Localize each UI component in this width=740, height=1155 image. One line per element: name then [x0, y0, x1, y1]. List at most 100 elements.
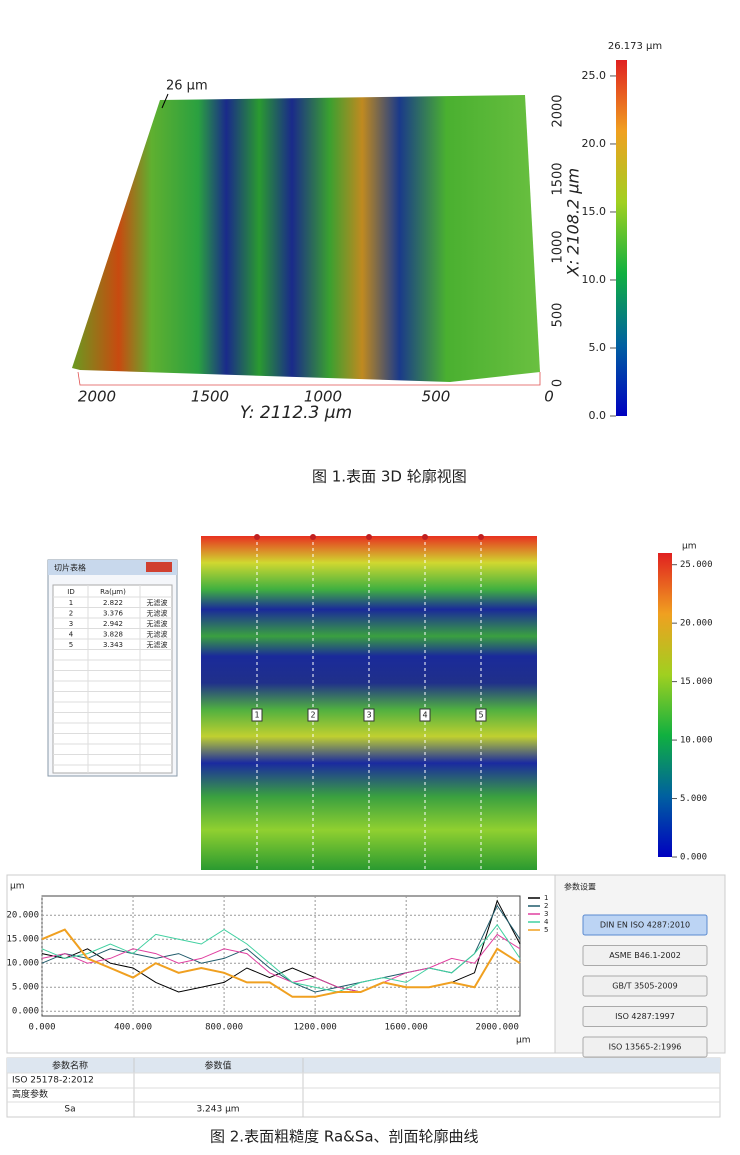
colorbar [658, 553, 672, 857]
profile-tag [251, 708, 263, 722]
button[interactable] [582, 975, 708, 997]
table-cell: Sa [64, 1105, 75, 1115]
series-line [41, 923, 521, 993]
y-tick-label: 500 [422, 388, 451, 406]
colorbar [616, 60, 627, 416]
x-tick-label: 1000 [551, 230, 566, 263]
tick-label: 25.0 [582, 69, 607, 82]
tick-label: 25.000 [680, 560, 713, 570]
table-cell: 2.942 [103, 620, 123, 628]
surface-label: 26 µm [166, 79, 208, 94]
x-tick-label: 1200.000 [293, 1023, 336, 1033]
x-tick-label: 0 [551, 379, 566, 387]
profile-tag [363, 708, 375, 722]
x-tick-label: 400.000 [114, 1023, 152, 1033]
legend-label: 4 [544, 918, 549, 926]
column-header: 参数值 [204, 1060, 231, 1072]
slice-table [52, 584, 173, 774]
profile-end [422, 534, 428, 540]
legend-label: 2 [544, 902, 548, 910]
x-tick-label: 0.000 [28, 1023, 55, 1033]
table-cell: 3 [69, 620, 73, 628]
button-label[interactable]: DIN EN ISO 4287:2010 [600, 921, 690, 930]
y-tick-label: 0 [544, 388, 554, 406]
table-cell: 无滤波 [147, 619, 168, 628]
series-line [41, 933, 521, 993]
profile-end [254, 534, 260, 540]
button-label[interactable]: ISO 13565-2:1996 [609, 1043, 682, 1052]
panel-title: 参数设置 [564, 882, 596, 892]
series-line [41, 928, 521, 998]
colorbar-title: 26.173 µm [608, 41, 662, 52]
profile-end [310, 534, 316, 540]
y-tick-label: 0.000 [12, 1007, 39, 1017]
column-header: 参数名称 [52, 1060, 88, 1072]
x-tick-label: 2000 [551, 94, 566, 127]
table-cell: 高度参数 [12, 1088, 48, 1100]
column-header: ID [67, 588, 74, 596]
table-cell: 3.343 [103, 641, 123, 649]
y-unit: µm [10, 882, 25, 892]
axis-title: X: 2108.2 µm [564, 168, 583, 277]
y-tick-label: 2000 [78, 388, 116, 406]
x-tick-label: 1500 [551, 162, 566, 195]
y-tick-label: 1500 [191, 388, 229, 406]
profile-tag [475, 708, 487, 722]
caption: 图 2.表面粗糙度 Ra&Sa、剖面轮廓曲线 [210, 1128, 479, 1146]
table-cell: 无滤波 [147, 598, 168, 607]
table-cell: 2.822 [103, 599, 123, 607]
axis-title: Y: 2112.3 µm [240, 403, 352, 423]
table-cell: 4 [69, 631, 74, 639]
table-cell: 无滤波 [147, 630, 168, 639]
profile-label: 2 [310, 711, 315, 720]
tick-label: 0.000 [680, 853, 707, 863]
tick-label: 10.0 [582, 273, 607, 286]
button[interactable] [582, 914, 708, 936]
tick-label: 20.000 [680, 619, 713, 629]
surface-3d [72, 95, 540, 382]
y-tick-label: 20.000 [6, 911, 39, 921]
table-cell: 无滤波 [147, 640, 168, 649]
close-button[interactable] [146, 562, 172, 572]
table-cell: ISO 25178-2:2012 [12, 1076, 94, 1086]
x-unit: µm [516, 1036, 531, 1046]
table-cell: 2 [69, 610, 73, 618]
tick-label: 0.0 [589, 409, 607, 422]
tick-label: 20.0 [582, 137, 607, 150]
table-cell: 无滤波 [147, 609, 168, 618]
table-cell: 3.828 [103, 631, 123, 639]
y-tick-label: 10.000 [6, 959, 39, 969]
x-tick-label: 800.000 [205, 1023, 243, 1033]
tick-label: 10.000 [680, 736, 713, 746]
table-cell: 3.243 µm [196, 1105, 239, 1115]
button-label[interactable]: GB/T 3505-2009 [612, 982, 677, 991]
legend-label: 3 [544, 910, 548, 918]
y-tick-label: 1000 [304, 388, 342, 406]
tick-label: 5.0 [589, 341, 607, 354]
button[interactable] [582, 1036, 708, 1058]
table-cell: 5 [69, 641, 73, 649]
tick-label: 15.000 [680, 677, 713, 687]
profile-label: 1 [254, 711, 259, 720]
profile-tag [419, 708, 431, 722]
param-table-header [7, 1058, 720, 1073]
x-tick-label: 1600.000 [385, 1023, 428, 1033]
button[interactable] [582, 945, 708, 966]
table-cell: 1 [69, 599, 73, 607]
y-tick-label: 5.000 [12, 983, 39, 993]
legend-label: 1 [544, 894, 548, 902]
profile-label: 5 [478, 711, 483, 720]
profile-label: 4 [422, 711, 427, 720]
caption: 图 1.表面 3D 轮廓视图 [312, 468, 467, 486]
base-frame [77, 371, 541, 386]
window-title: 切片表格 [54, 563, 86, 573]
button-label[interactable]: ASME B46.1-2002 [609, 951, 681, 960]
table-cell: 3.376 [103, 610, 124, 618]
leader [161, 93, 169, 109]
profile-label: 3 [366, 711, 371, 720]
profile-tag [307, 708, 319, 722]
profile-end [478, 534, 484, 540]
button[interactable] [582, 1006, 708, 1027]
tick-label: 15.0 [582, 205, 607, 218]
button-label[interactable]: ISO 4287:1997 [615, 1012, 675, 1021]
